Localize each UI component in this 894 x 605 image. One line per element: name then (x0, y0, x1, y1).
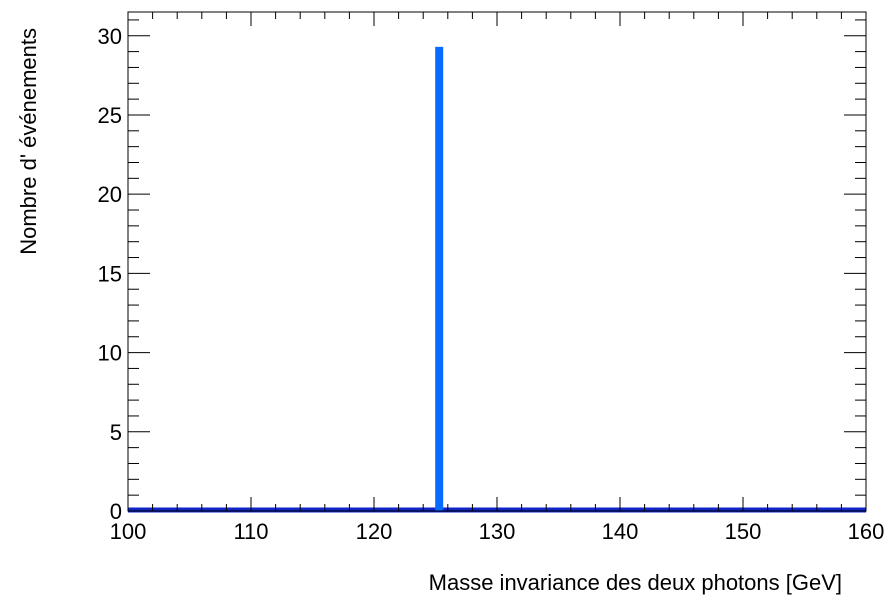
x-tick-label: 110 (233, 519, 268, 544)
y-tick-label: 10 (98, 341, 122, 366)
y-axis-label: Nombre d' événements (16, 28, 41, 255)
x-tick-label: 130 (479, 519, 516, 544)
x-tick-label: 160 (848, 519, 885, 544)
x-axis-label: Masse invariance des deux photons [GeV] (429, 570, 842, 595)
bars-group (128, 46, 866, 513)
x-tick-label: 100 (110, 519, 147, 544)
ticks-group (127, 12, 867, 512)
x-tick-labels: 100 110 120 130 140 150 160 (110, 519, 885, 544)
x-tick-label: 120 (356, 519, 393, 544)
y-tick-label: 15 (98, 261, 122, 286)
y-tick-label: 30 (98, 24, 122, 49)
y-tick-label: 0 (110, 499, 122, 524)
x-tick-label: 140 (602, 519, 639, 544)
y-tick-label: 25 (98, 103, 122, 128)
y-tick-labels: 0 5 10 15 20 25 30 (98, 24, 122, 524)
y-tick-label: 5 (110, 420, 122, 445)
plot-frame (127, 11, 867, 512)
y-tick-label: 20 (98, 182, 122, 207)
histogram-bar (435, 46, 444, 511)
x-tick-label: 150 (725, 519, 762, 544)
